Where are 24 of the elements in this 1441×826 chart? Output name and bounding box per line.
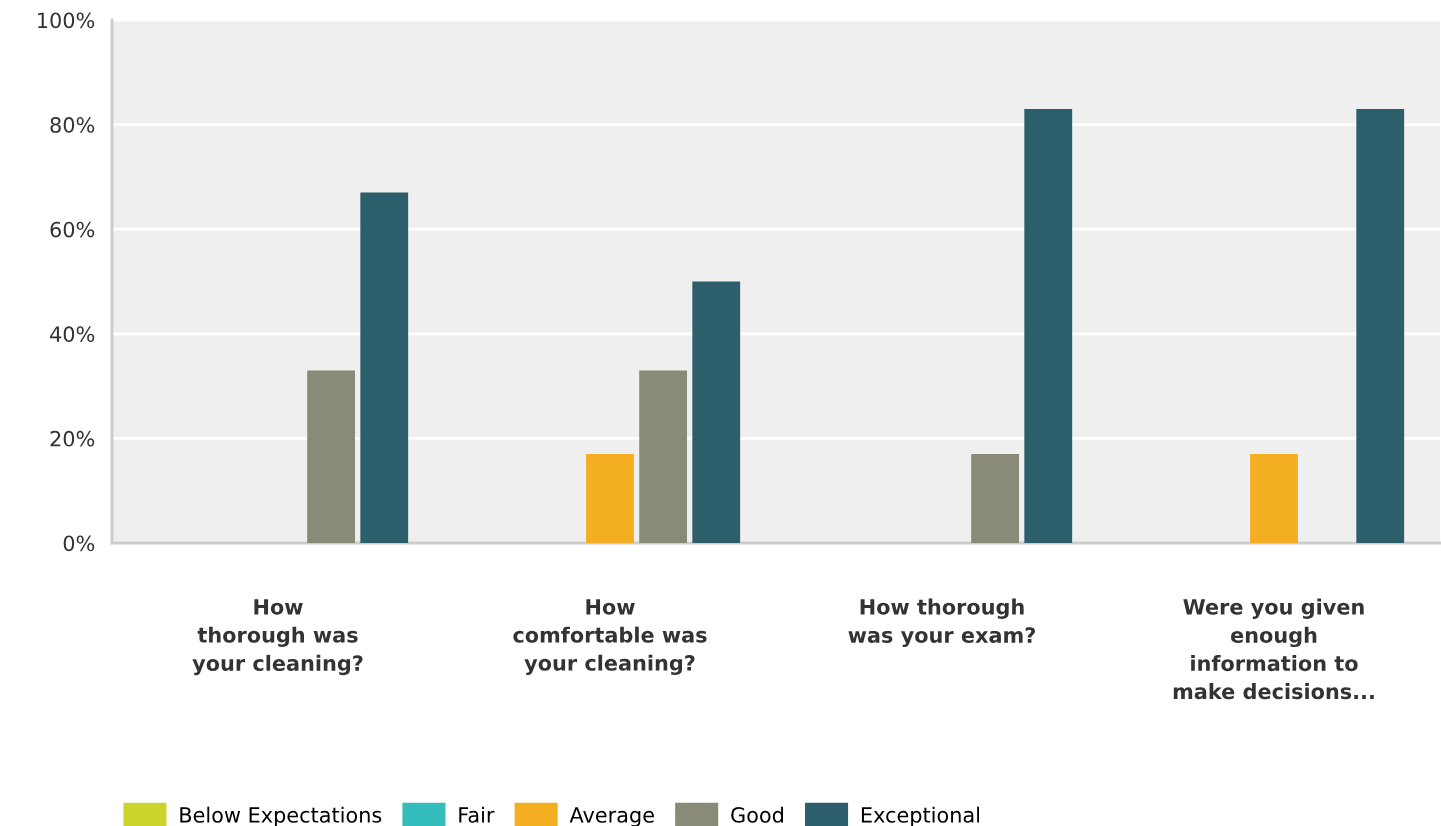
x-tick-label: How comfortable was your cleaning?	[513, 599, 707, 676]
legend-label: Average	[569, 807, 654, 826]
legend-label: Fair	[459, 806, 495, 823]
x-tick-label: How thorough was your cleaning?	[192, 599, 363, 676]
bar	[307, 370, 356, 543]
bar	[971, 454, 1020, 543]
bar	[1356, 108, 1405, 543]
y-tick-label: 20%	[50, 430, 95, 447]
legend-label: Below Expectations	[180, 806, 382, 826]
x-tick-label: Were you given enough information to make decisions...	[1173, 598, 1374, 700]
legend-label: Good	[731, 806, 783, 823]
y-tick-label: 60%	[50, 221, 95, 238]
bar	[360, 192, 409, 543]
legend-label: Exceptional	[861, 806, 980, 826]
x-tick-label: How thorough was your exam?	[848, 598, 1035, 648]
bar	[692, 281, 741, 543]
y-tick-label: 40%	[50, 326, 95, 343]
y-tick-label: 0%	[63, 535, 95, 552]
y-tick-label: 100%	[38, 12, 95, 29]
bar	[639, 370, 688, 543]
y-tick-label: 80%	[50, 117, 95, 133]
bar	[586, 454, 634, 543]
bar	[1024, 108, 1073, 543]
bar	[1250, 454, 1298, 543]
